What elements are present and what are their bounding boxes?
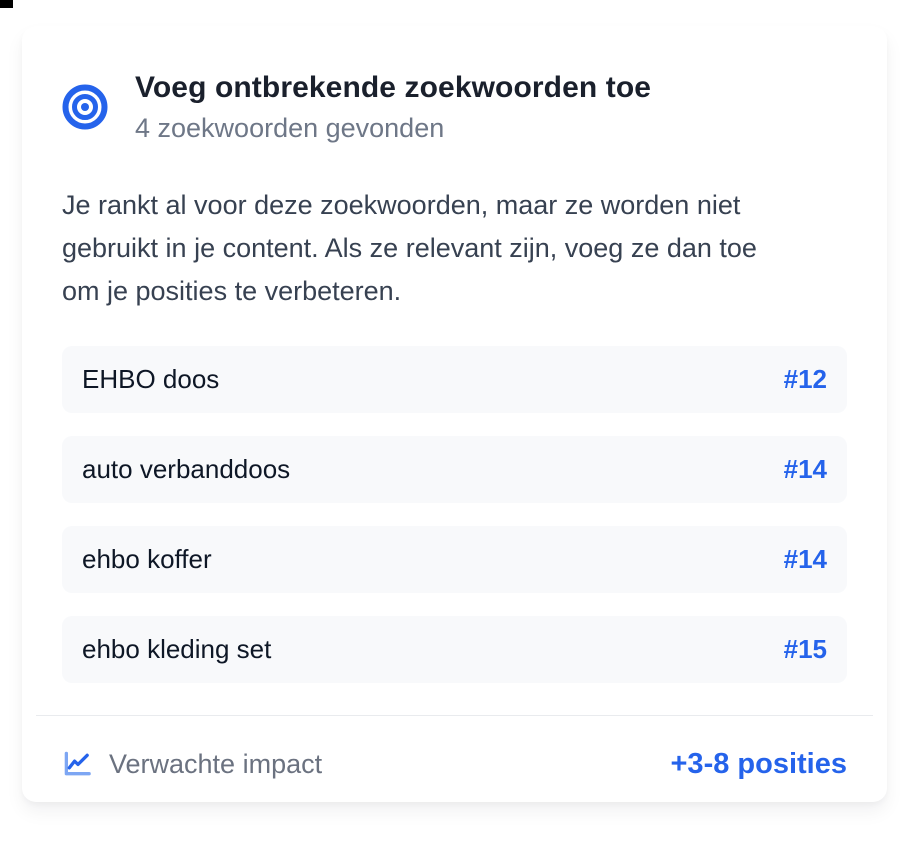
keyword-row[interactable]: EHBO doos #12 xyxy=(62,346,847,413)
keyword-position: #12 xyxy=(783,364,827,394)
keywords-found-count: 4 zoekwoorden gevonden xyxy=(135,113,445,143)
expected-impact-value: +3-8 posities xyxy=(670,748,848,780)
divider xyxy=(36,715,873,716)
keyword-list: EHBO doos #12 auto verbanddoos #14 ehbo … xyxy=(62,346,847,683)
card-title: Voeg ontbrekende zoekwoorden toe xyxy=(135,71,652,104)
keyword-term: auto verbanddoos xyxy=(82,454,291,484)
keyword-position: #15 xyxy=(783,634,827,664)
screenshot-artifact xyxy=(0,0,13,8)
expected-impact: Verwachte impact xyxy=(62,749,322,780)
expected-impact-label: Verwachte impact xyxy=(109,749,323,779)
keyword-row[interactable]: ehbo koffer #14 xyxy=(62,526,847,593)
keyword-position: #14 xyxy=(783,454,827,484)
keyword-term: EHBO doos xyxy=(82,364,220,394)
target-icon xyxy=(62,84,108,130)
keyword-row[interactable]: auto verbanddoos #14 xyxy=(62,436,847,503)
keyword-term: ehbo kleding set xyxy=(82,634,272,664)
card-header: Voeg ontbrekende zoekwoorden toe 4 zoekw… xyxy=(62,70,847,144)
keyword-term: ehbo koffer xyxy=(82,544,212,574)
header-text: Voeg ontbrekende zoekwoorden toe 4 zoekw… xyxy=(135,70,651,144)
card-footer: Verwachte impact +3-8 posities xyxy=(62,748,847,781)
keyword-row[interactable]: ehbo kleding set #15 xyxy=(62,616,847,683)
keyword-position: #14 xyxy=(783,544,827,574)
missing-keywords-card: Voeg ontbrekende zoekwoorden toe 4 zoekw… xyxy=(22,26,887,802)
card-description: Je rankt al voor deze zoekwoorden, maar … xyxy=(62,190,757,306)
chart-line-icon xyxy=(62,749,93,780)
